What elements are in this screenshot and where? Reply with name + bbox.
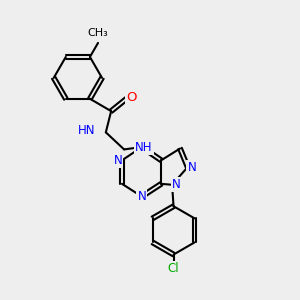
Text: NH: NH [135,141,153,154]
Text: Cl: Cl [168,262,179,275]
Text: N: N [113,154,122,167]
Text: N: N [172,178,181,191]
Text: CH₃: CH₃ [88,28,108,38]
Text: N: N [188,160,196,174]
Text: O: O [127,91,137,104]
Text: N: N [137,190,146,203]
Text: HN: HN [78,124,95,137]
